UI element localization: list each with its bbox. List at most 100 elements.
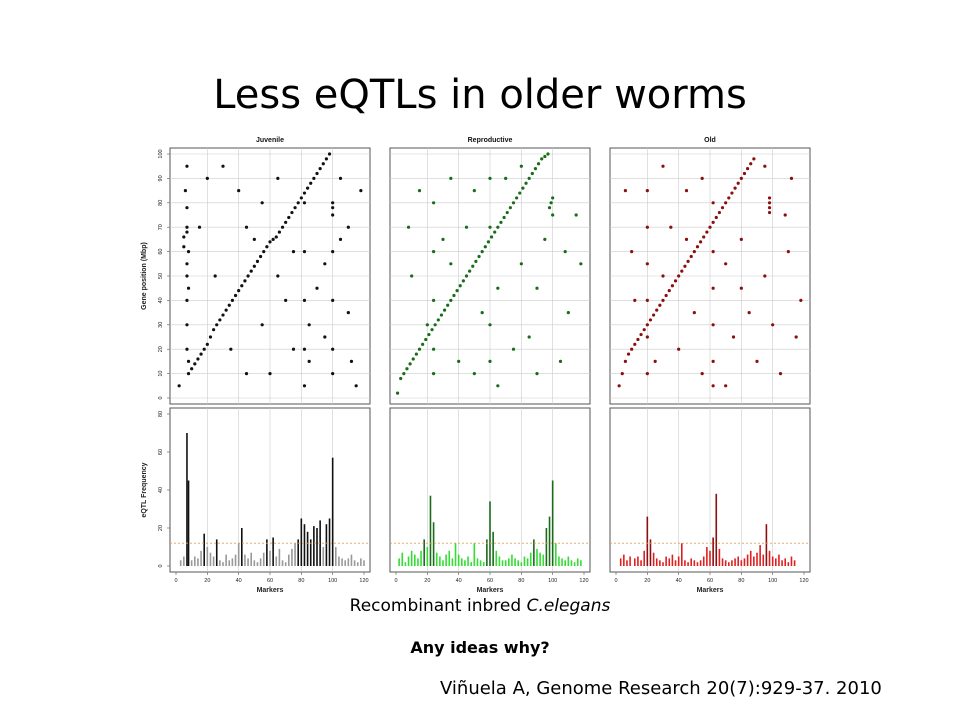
histogram-bar-old [671,554,674,566]
histogram-bar-old [702,556,705,566]
histogram-bar-old [765,524,768,566]
scatter-point-juvenile [307,323,311,327]
scatter-point-old [755,359,759,363]
histogram-bar-old [740,560,743,566]
scatter-point-reproductive [433,323,437,327]
histogram-bar-old [775,558,777,566]
histogram-bar-juvenile [222,562,224,566]
scatter-point-juvenile [213,274,217,278]
scatter-point-juvenile [331,213,335,217]
scatter-point-old [739,237,743,241]
histogram-bar-reproductive [570,560,573,566]
histogram-bar-juvenile [281,560,284,566]
scatter-point-juvenile [349,359,354,363]
scatter-ytick-label: 20 [158,346,164,352]
scatter-point-reproductive [441,237,445,241]
histogram-xtick-label: 20 [204,578,210,584]
histogram-xlabel-juvenile: Markers [257,587,284,594]
figure-caption: Recombinant inbred C.elegans [0,596,960,616]
scatter-point-old [747,311,751,315]
histogram-bar-reproductive [426,547,429,566]
histogram-bar-juvenile [297,539,299,566]
histogram-bar-reproductive [495,550,498,566]
histogram-bar-reproductive [523,556,526,566]
histogram-bar-reproductive [420,550,422,566]
scatter-point-old [655,308,659,312]
scatter-point-reproductive [543,154,547,159]
scatter-point-reproductive [483,245,487,249]
scatter-ytick-label: 50 [158,273,164,279]
histogram-xtick-label: 100 [548,578,557,584]
scatter-point-juvenile [309,181,313,185]
scatter-point-juvenile [323,335,327,339]
scatter-point-juvenile [302,250,307,254]
scatter-point-old [749,162,753,166]
caption-prefix: Recombinant inbred [349,596,527,616]
histogram-bar-juvenile [350,554,353,566]
histogram-bar-reproductive [539,552,541,566]
scatter-point-old [683,264,687,268]
histogram-bar-juvenile [344,560,346,566]
histogram-bar-juvenile [360,558,362,566]
histogram-bar-old [724,560,727,566]
histogram-bar-juvenile [303,524,306,566]
scatter-ytick-label: 70 [158,224,164,230]
scatter-point-juvenile [302,201,307,205]
histogram-bar-juvenile [253,560,256,566]
histogram-bar-old [731,560,733,566]
histogram-bar-juvenile [353,560,356,566]
scatter-point-reproductive [488,323,492,327]
histogram-bar-old [768,550,771,566]
scatter-point-old [667,289,671,293]
scatter-point-reproductive [543,237,547,241]
histogram-bar-juvenile [250,552,252,566]
histogram-bar-reproductive [414,554,416,566]
histogram-xtick-label: 80 [298,578,304,584]
histogram-bar-reproductive [461,558,463,566]
scatter-ytick-label: 0 [158,396,164,399]
histogram-bar-reproductive [398,558,400,566]
scatter-point-juvenile [346,311,350,315]
histogram-ytick-label: 80 [158,411,164,417]
scatter-point-juvenile [186,359,191,363]
scatter-point-reproductive [427,332,431,337]
histogram-bar-juvenile [335,547,337,566]
histogram-bar-reproductive [457,554,460,566]
scatter-point-reproductive [558,359,563,363]
scatter-point-reproductive [411,357,415,361]
histogram-bar-juvenile [341,558,343,566]
scatter-point-reproductive [417,189,422,193]
histogram-xtick-label: 60 [267,578,273,584]
scatter-point-reproductive [499,220,503,224]
histogram-bar-old [778,554,780,566]
scatter-point-juvenile [199,352,203,356]
scatter-point-reproductive [480,250,484,254]
scatter-ytick-label: 60 [158,249,164,255]
scatter-point-juvenile [323,262,327,266]
histogram-bar-old [787,562,790,566]
panel-title-juvenile: Juvenile [256,137,284,144]
scatter-point-old [767,210,772,215]
histogram-xtick-label: 0 [394,578,397,584]
histogram-xtick-label: 80 [738,578,744,584]
scatter-point-reproductive [425,323,429,327]
scatter-point-juvenile [276,274,280,278]
scatter-point-juvenile [244,372,249,376]
histogram-bar-juvenile [225,554,227,566]
histogram-bar-reproductive [573,562,576,566]
scatter-point-reproductive [432,298,436,302]
scatter-point-juvenile [268,372,272,376]
histogram-bar-reproductive [486,539,488,566]
histogram-bar-reproductive [536,548,538,566]
scatter-point-old [642,328,646,332]
scatter-point-juvenile [299,196,303,200]
histogram-bar-juvenile [316,528,318,566]
histogram-bar-reproductive [580,560,582,566]
histogram-bar-old [646,516,649,566]
histogram-bar-juvenile [331,457,334,566]
histogram-bar-old [662,562,664,566]
histogram-bar-reproductive [407,556,410,566]
scatter-point-juvenile [221,313,225,317]
scatter-point-reproductive [464,274,469,278]
histogram-bar-juvenile [206,547,209,566]
